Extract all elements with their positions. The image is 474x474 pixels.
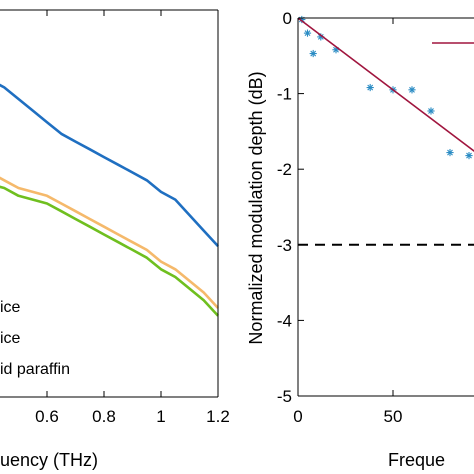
- left-x-tick-label: 1.2: [206, 407, 230, 426]
- right-y-tick-label: -3: [277, 236, 292, 255]
- measured-point-stroke: [409, 86, 415, 93]
- right-y-axis-label: Normalized modulation depth (dB): [246, 71, 266, 344]
- right-y-tick-label: -2: [277, 160, 292, 179]
- left-series-line-1: [0, 176, 219, 309]
- fit-line: [297, 17, 474, 153]
- right-x-tick-labels: 050100: [293, 407, 474, 426]
- measured-point: [427, 107, 435, 115]
- measured-point-stroke: [304, 30, 311, 37]
- right-y-tick-label: -5: [277, 387, 292, 406]
- right-y-tick-label: -1: [277, 85, 292, 104]
- left-x-tick-label: 0.8: [92, 407, 116, 426]
- left-x-tick-labels: 0.6 0.8 1 1.2: [35, 407, 230, 426]
- measured-point-stroke: [310, 50, 317, 57]
- left-legend-label: ice: [0, 299, 21, 316]
- measured-point-stroke: [317, 33, 324, 40]
- measured-point: [309, 49, 317, 58]
- measured-point-stroke: [466, 152, 472, 159]
- measured-point-stroke: [367, 84, 374, 91]
- measured-point-stroke: [428, 108, 434, 114]
- left-legend-label: ice: [0, 330, 21, 347]
- left-series-line-2: [0, 185, 219, 317]
- left-series-line-0: [0, 83, 219, 247]
- right-x-tick-label: 0: [293, 407, 302, 426]
- left-legend: ice ice id paraffin: [0, 299, 70, 378]
- left-x-tick-label: 0.6: [35, 407, 59, 426]
- right-x-axis-label: Freque: [388, 450, 445, 470]
- left-x-tick-label: 1: [156, 407, 165, 426]
- left-x-axis-label: uency (THz): [0, 450, 98, 470]
- left-chart-panel: 0.6 0.8 1 1.2 ice ice id paraffin uency (THz): [0, 9, 230, 470]
- right-series-group: [297, 15, 474, 246]
- left-axes: [0, 9, 219, 398]
- right-y-tick-label: 0: [283, 9, 292, 28]
- right-y-tick-label: -4: [277, 311, 292, 330]
- right-y-tick-labels: 0 -1 -2 -3 -4 -5: [277, 9, 292, 406]
- left-series-group: [0, 83, 219, 317]
- measured-point: [408, 86, 416, 94]
- right-axes: [297, 17, 474, 397]
- right-x-tick-label: 50: [384, 407, 403, 426]
- measured-point: [303, 29, 312, 37]
- measured-point: [465, 151, 473, 160]
- right-chart-panel: 050100 0-1-2-3-4-5 Normalized modulation…: [246, 9, 474, 470]
- left-legend-label: id paraffin: [0, 361, 70, 378]
- measured-point-stroke: [447, 149, 453, 156]
- measured-point: [446, 148, 454, 157]
- measured-point: [366, 83, 374, 92]
